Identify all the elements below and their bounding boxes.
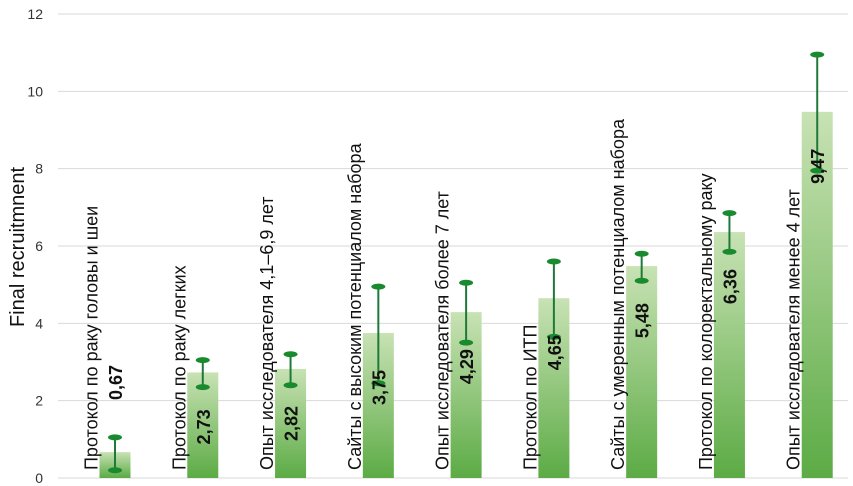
error-bar-cap [108, 467, 122, 474]
category-label: Протокол по раку легких [169, 265, 189, 470]
error-bar-cap [195, 357, 210, 364]
value-labels: 0,67 2,73 2,82 3,75 4,29 4,65 5,48 6,36 9,47 [106, 149, 828, 445]
value-label: 4,65 [545, 335, 565, 370]
y-tick-label: 8 [35, 161, 43, 177]
y-tick-label: 12 [27, 6, 43, 22]
error-bar-cap [810, 167, 825, 174]
error-bar-cap [634, 250, 649, 257]
category-label: Протокол по раку головы и шеи [82, 206, 102, 470]
category-label: Протокол по колоректальному раку [696, 173, 716, 470]
value-label: 4,29 [457, 349, 477, 384]
error-bar-cap [810, 51, 825, 58]
error-bar-cap [546, 258, 561, 265]
error-bar-cap [371, 380, 386, 387]
category-label: Сайты с умеренным потенциалом набора [608, 118, 628, 470]
value-label: 9,47 [808, 149, 828, 184]
y-axis-ticks: 0 2 4 6 8 10 12 [27, 6, 43, 486]
error-bar-cap [634, 277, 649, 284]
y-tick-label: 10 [27, 83, 43, 99]
error-bar-cap [108, 434, 122, 441]
value-label: 2,73 [194, 409, 214, 444]
y-tick-label: 6 [35, 238, 43, 254]
error-bar-cap [722, 210, 737, 217]
error-bar-cap [371, 283, 386, 290]
value-label: 2,82 [282, 406, 302, 441]
y-tick-label: 0 [35, 470, 43, 486]
category-label: Опыт исследователя менее 4 лет [784, 189, 804, 470]
category-labels: Протокол по раку головы и шеи Протокол по… [82, 118, 804, 470]
error-bar-cap [546, 333, 561, 340]
error-bars [108, 51, 825, 474]
y-axis-label: Final recruitmnent [7, 167, 29, 328]
error-bar-cap [459, 339, 474, 346]
category-label: Опыт исследователя 4,1–6,9 лет [257, 196, 277, 470]
error-bar-cap [459, 279, 474, 286]
value-label: 5,48 [633, 303, 653, 338]
value-label: 3,75 [369, 370, 389, 405]
category-label: Опыт исследователя более 7 лет [433, 191, 453, 470]
error-bar-cap [283, 351, 298, 358]
y-tick-label: 4 [35, 315, 43, 331]
category-label: Протокол по ИТП [520, 325, 540, 470]
error-bar-cap [195, 384, 210, 391]
error-bar-cap [722, 248, 737, 255]
y-tick-label: 2 [35, 393, 43, 409]
value-label: 6,36 [720, 269, 740, 304]
bar [626, 266, 658, 478]
value-label: 0,67 [106, 365, 126, 400]
bar [713, 232, 745, 478]
category-label: Сайты с высоким потенциалом набора [345, 142, 365, 470]
error-bar-cap [283, 382, 298, 389]
